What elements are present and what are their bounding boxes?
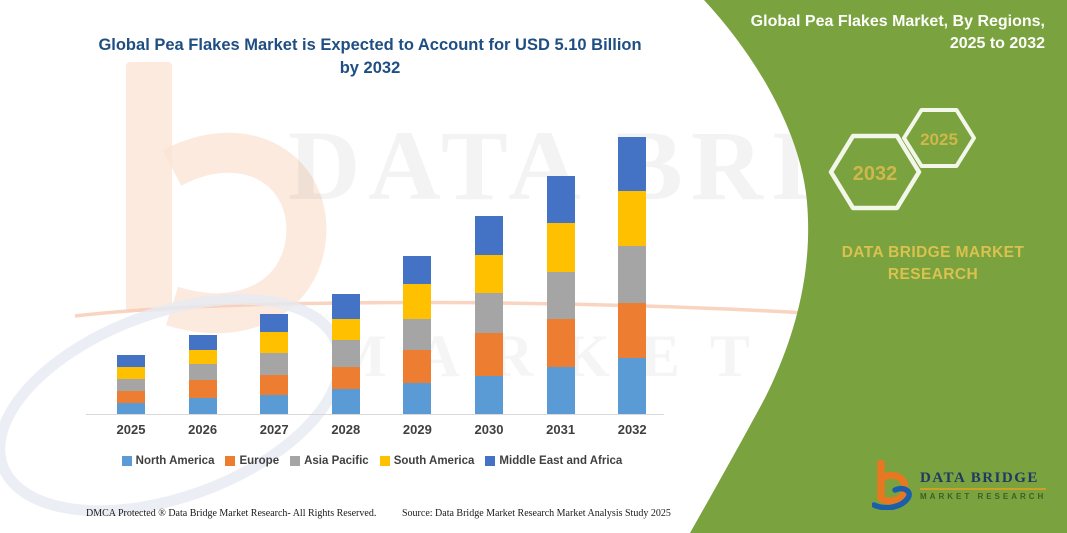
legend-item: North America [121, 455, 215, 467]
chart-title: Global Pea Flakes Market is Expected to … [98, 36, 642, 77]
bar-segment [403, 255, 432, 284]
x-axis-label: 2031 [546, 422, 576, 437]
legend-item: Asia Pacific [290, 455, 369, 467]
legend-swatch [225, 456, 236, 466]
legend-swatch [290, 456, 301, 466]
x-axis-label: 2025 [116, 422, 146, 437]
bar-segment [546, 318, 575, 367]
legend-item: Middle East and Africa [485, 455, 622, 467]
legend-label: North America [135, 455, 215, 467]
brand-name-text: DATA BRIDGE MARKET RESEARCH [841, 244, 1025, 283]
bar-segment [475, 375, 503, 415]
chart-legend: North America Europe Asia Pacific South Ame… [80, 455, 664, 467]
x-axis-label: 2026 [188, 422, 218, 437]
bar-segment [618, 191, 647, 247]
bar-segment [546, 223, 575, 272]
x-axis-label: 2030 [474, 422, 504, 437]
legend-swatch [379, 456, 390, 466]
bar-segment [546, 175, 575, 224]
logo-b-icon [872, 460, 912, 510]
legend-swatch [485, 456, 496, 466]
x-axis-label: 2029 [402, 422, 432, 437]
legend-label: Europe [239, 455, 280, 467]
legend-swatch [121, 456, 132, 466]
legend-item: South America [379, 455, 475, 467]
x-axis-label: 2032 [617, 422, 647, 437]
bar-segment [618, 358, 647, 415]
legend-label: Middle East and Africa [499, 455, 623, 467]
bar-segment [475, 332, 503, 376]
bar-segment [403, 319, 432, 350]
bar-segment [618, 137, 647, 192]
bar-segment [475, 216, 503, 256]
footer-source-text: Source: Data Bridge Market Research Mark… [402, 508, 671, 519]
bar-segment [546, 367, 575, 415]
x-axis-line [86, 414, 664, 415]
company-logo: DATA BRIDGE MARKET RESEARCH [872, 460, 1047, 510]
footer-dmca-text: DMCA Protected ® Data Bridge Market Rese… [86, 508, 377, 519]
legend-label: South America [393, 455, 475, 467]
bar-segment [403, 349, 432, 383]
logo-name: DATA BRIDGE [920, 470, 1047, 490]
bar-segment [403, 382, 432, 415]
legend-item: Europe [225, 455, 279, 467]
bar-segment [475, 255, 503, 293]
legend-label: Asia Pacific [304, 455, 369, 467]
stacked-bar-2030 [475, 216, 503, 415]
stacked-bar-2031 [546, 175, 575, 415]
bar-segment [618, 246, 647, 303]
x-axis-label: 2027 [259, 422, 289, 437]
x-axis-label: 2028 [331, 422, 361, 437]
logo-subtitle: MARKET RESEARCH [920, 491, 1047, 501]
side-panel-title: Global Pea Flakes Market, By Regions, 20… [750, 13, 1045, 52]
